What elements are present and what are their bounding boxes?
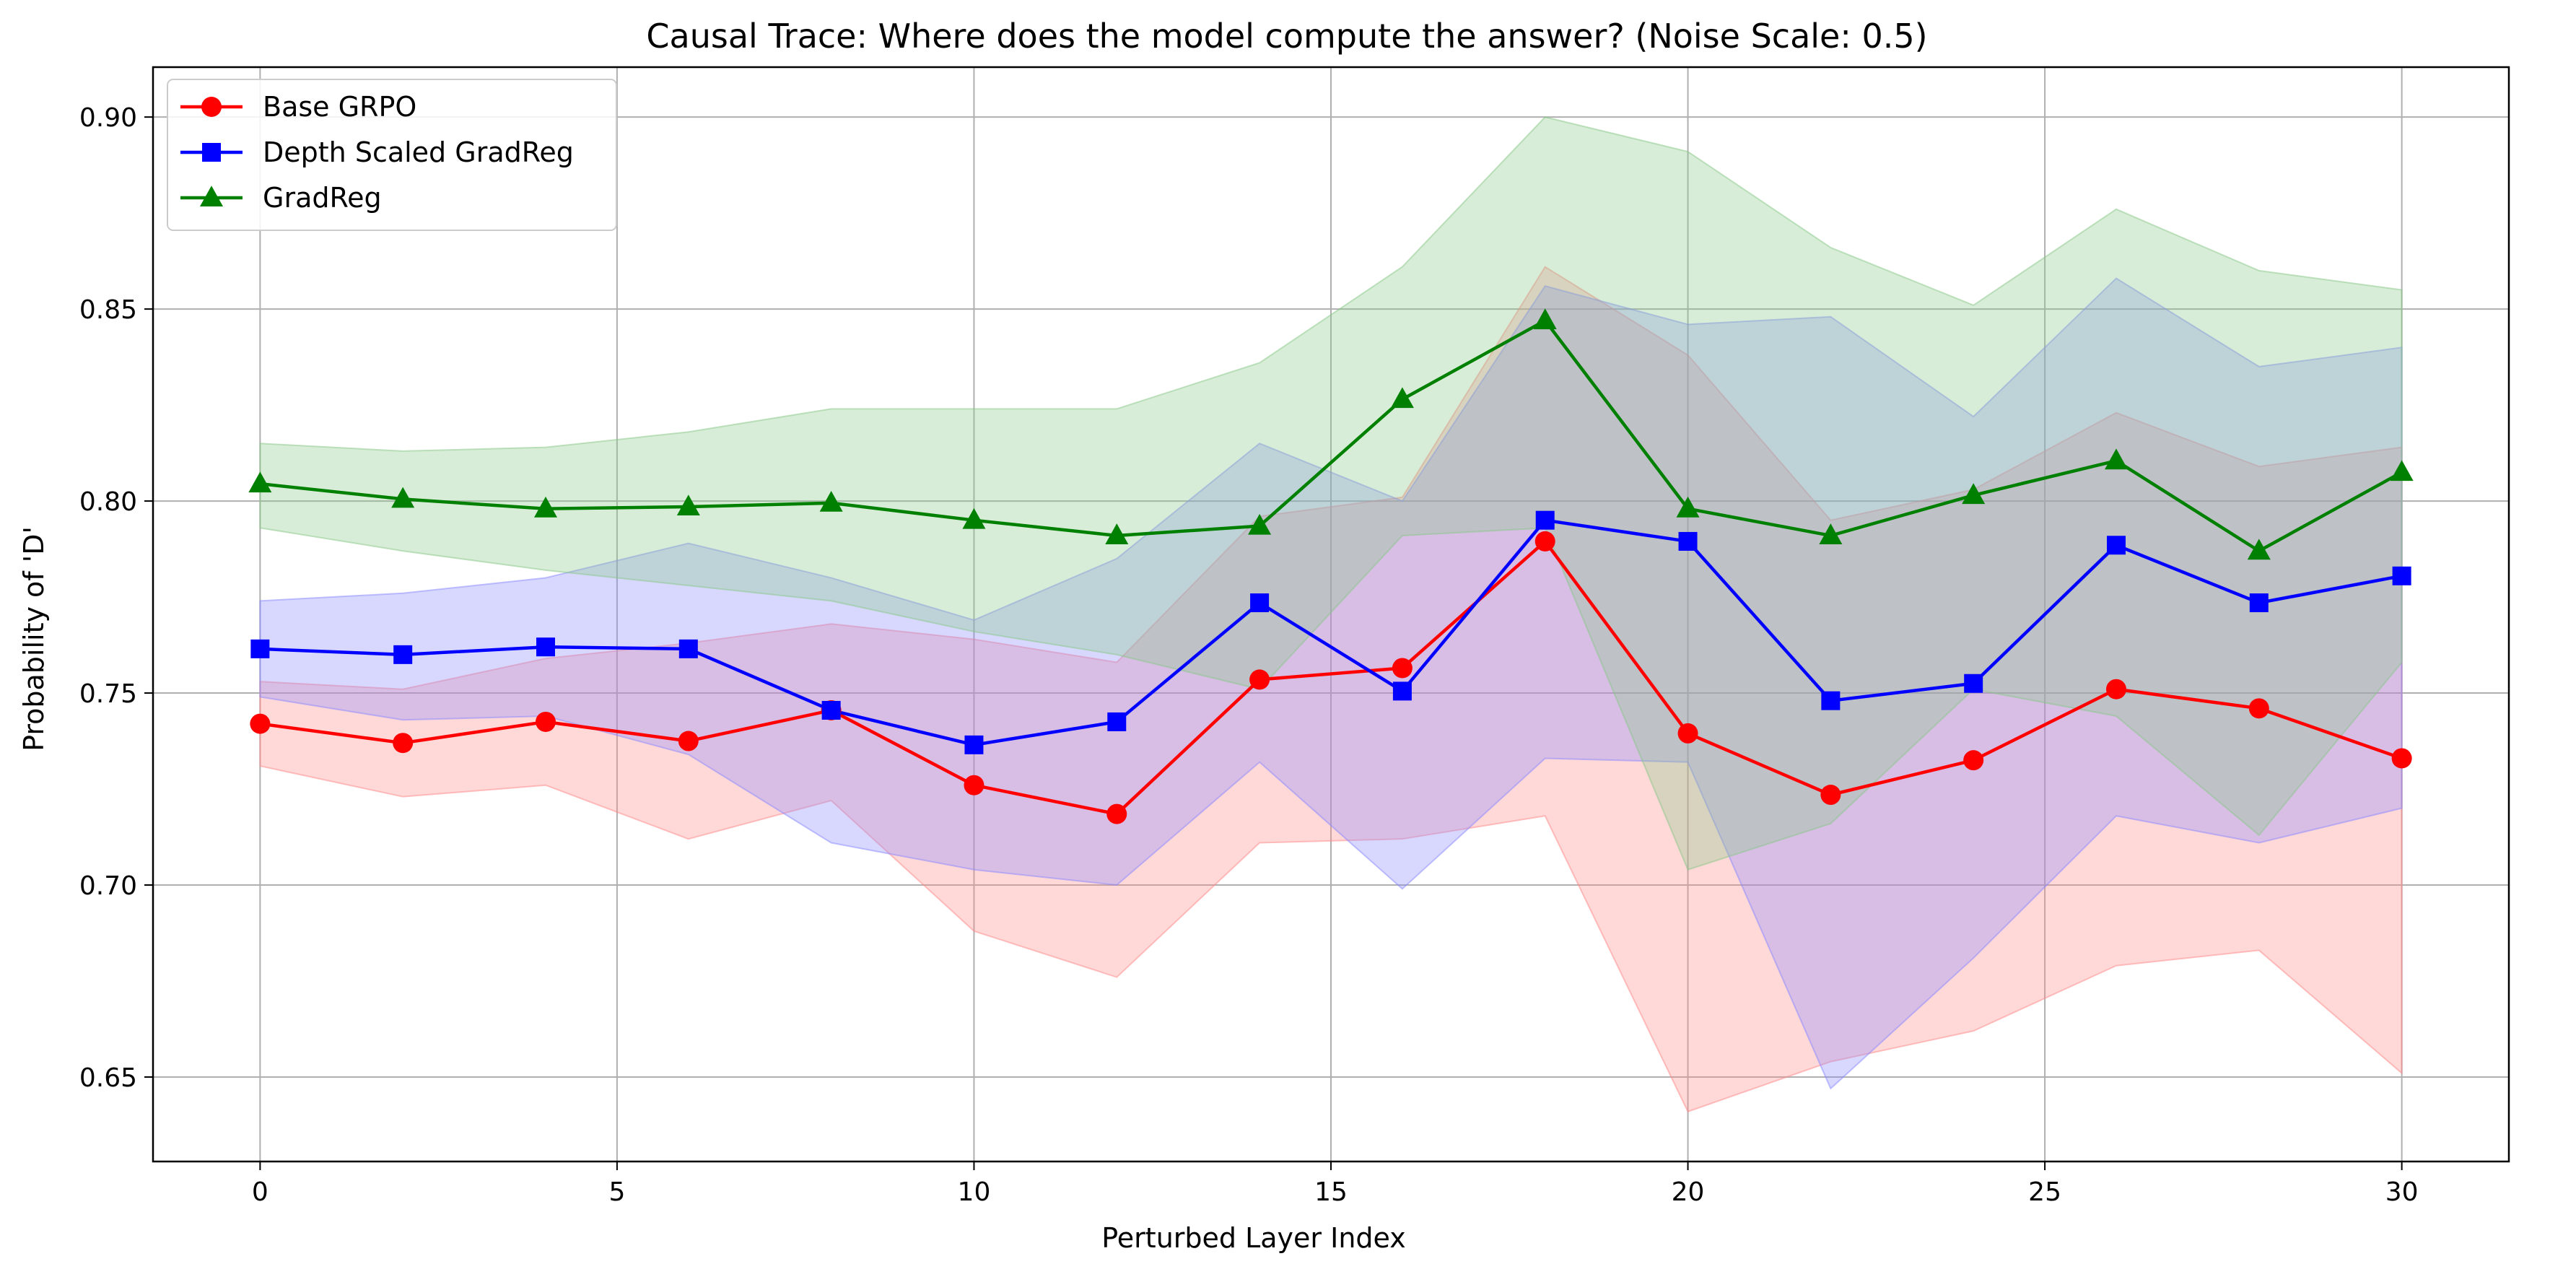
y-tick-label: 0.75 [79,679,137,709]
gradreg-point [391,487,415,508]
depth-scaled-gradreg-point [2249,593,2269,613]
depth-scaled-gradreg-point [393,645,413,664]
depth-scaled-gradreg-point [1392,681,1412,701]
gradreg-point [819,490,843,512]
base-grpo-point [1106,803,1127,824]
gradreg-point [1533,308,1557,330]
depth-scaled-gradreg-point [821,700,841,720]
depth-scaled-gradreg-point [536,637,555,657]
depth-scaled-gradreg-point [1964,674,1983,693]
legend: Base GRPO Depth Scaled GradReg GradReg [167,79,617,231]
depth-scaled-gradreg-point [1535,510,1555,530]
depth-scaled-gradreg-line [260,518,2403,747]
confidence-bands [259,116,2403,1113]
base-grpo-line [260,539,2403,816]
depth-scaled-gradreg-point [678,639,698,658]
base-grpo-point [2106,679,2126,699]
x-tick-label: 5 [608,1177,625,1207]
base-grpo-point [1820,785,1841,806]
x-axis-label: Perturbed Layer Index [1101,1222,1406,1254]
depth-scaled-gradreg-point [2392,566,2411,585]
depth-scaled-gradreg-point [1678,531,1698,551]
gradreg-point [1819,523,1843,544]
depth-scaled-gradreg-point [964,735,984,754]
base-grpo-point [250,713,271,734]
base-grpo-point [1534,531,1555,552]
y-axis-label: Probability of 'D' [18,526,50,751]
gradreg-point [1105,523,1129,544]
y-tick-label: 0.90 [79,103,137,133]
x-tick-label: 10 [958,1177,991,1207]
y-tick-label: 0.80 [79,487,137,517]
gradreg-point [2105,448,2128,470]
base-grpo-point [678,731,699,751]
gradreg-point [1962,483,1986,505]
base-grpo-point [2248,698,2269,719]
base-grpo-point [393,733,414,754]
y-tick-label: 0.70 [79,871,137,901]
gradreg-point [1248,513,1272,535]
gradreg-point [962,507,986,529]
base-grpo-point [1963,750,1984,771]
chart-title: Causal Trace: Where does the model compu… [646,17,1927,56]
base-grpo-point [2391,748,2412,769]
gradreg-point [2247,539,2271,560]
legend-box [167,79,617,231]
base-grpo-point [1392,658,1413,679]
depth-scaled-gradreg-point [250,639,270,658]
depth-scaled-gradreg-point [2107,536,2126,555]
base-grpo-point [964,775,984,796]
base-grpo-point [1249,669,1270,690]
base-grpo-point [1677,723,1698,744]
series-markers [248,308,2414,824]
gradreg-point [248,471,272,493]
gradreg-line [260,318,2403,553]
x-tick-label: 20 [1672,1177,1705,1207]
gradreg-point [676,494,700,516]
x-axis-ticks: 0 5 10 15 20 25 30 [252,1161,2419,1207]
depth-scaled-gradreg-point [1250,593,1270,613]
legend-label-base-grpo: Base GRPO [263,91,416,123]
gradreg-band [259,116,2403,871]
y-tick-label: 0.65 [79,1063,137,1093]
base-grpo-point [536,711,556,732]
series-lines [260,318,2403,816]
legend-marker-base-grpo [201,97,222,117]
depth-scaled-gradreg-band [259,277,2403,1090]
base-grpo-band [259,266,2403,1113]
gradreg-point [534,496,557,518]
legend-marker-depth-scaled-gradreg [202,143,221,162]
legend-label-depth-scaled-gradreg: Depth Scaled GradReg [263,136,574,168]
y-axis-ticks: 0.65 0.70 0.75 0.80 0.85 0.90 [79,103,153,1093]
x-tick-label: 25 [2028,1177,2061,1207]
gradreg-point [1676,496,1700,518]
y-tick-label: 0.85 [79,295,137,325]
depth-scaled-gradreg-point [1821,691,1841,710]
x-tick-label: 0 [252,1177,268,1207]
x-tick-label: 15 [1314,1177,1348,1207]
gradreg-point [1390,387,1414,409]
gradreg-point [2390,460,2414,481]
depth-scaled-gradreg-point [1107,712,1127,731]
legend-label-gradreg: GradReg [263,182,382,214]
x-tick-label: 30 [2385,1177,2419,1207]
legend-marker-gradreg [200,186,223,206]
